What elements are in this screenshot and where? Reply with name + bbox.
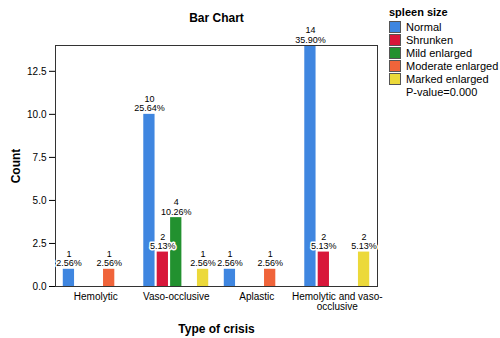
svg-text:12.56%: 12.56% [217, 249, 243, 268]
svg-text:25.13%: 25.13% [351, 232, 377, 251]
svg-text:Aplastic: Aplastic [239, 291, 274, 302]
html-text:Shrunken: Shrunken [406, 34, 454, 46]
svg-text:Vaso-occlusive: Vaso-occlusive [143, 291, 210, 302]
html-text:spleen size: spleen size [389, 6, 448, 18]
svg-text:12.5: 12.5 [27, 66, 47, 77]
svg-text:12.56%: 12.56% [96, 249, 122, 268]
svg-text:2.5: 2.5 [33, 238, 47, 249]
svg-text:12.56%: 12.56% [257, 249, 283, 268]
svg-text:7.5: 7.5 [33, 152, 47, 163]
html-text:Normal: Normal [406, 21, 442, 33]
svg-text:1435.90%: 1435.90% [295, 25, 326, 44]
html-text:P-value=0.000: P-value=0.000 [406, 86, 478, 98]
html-text:Marked enlarged: Marked enlarged [406, 73, 489, 85]
svg-text:Hemolytic and vaso-occlusive: Hemolytic and vaso-occlusive [292, 291, 383, 312]
svg-text:Bar Chart: Bar Chart [189, 11, 244, 25]
html-text:Mild enlarged: Mild enlarged [406, 47, 472, 59]
svg-text:410.26%: 410.26% [161, 197, 192, 216]
svg-text:5.0: 5.0 [33, 195, 47, 206]
svg-text:12.56%: 12.56% [56, 249, 82, 268]
svg-text:25.13%: 25.13% [311, 232, 337, 251]
svg-text:Count: Count [9, 149, 23, 184]
svg-text:0.0: 0.0 [33, 281, 47, 292]
svg-text:25.13%: 25.13% [150, 232, 176, 251]
svg-text:10.0: 10.0 [27, 109, 47, 120]
svg-text:Hemolytic: Hemolytic [74, 291, 118, 302]
html-text:Moderate enlarged: Moderate enlarged [406, 60, 499, 72]
svg-text:1025.64%: 1025.64% [134, 94, 165, 113]
svg-text:12.56%: 12.56% [190, 249, 216, 268]
svg-text:Type of crisis: Type of crisis [178, 322, 255, 336]
